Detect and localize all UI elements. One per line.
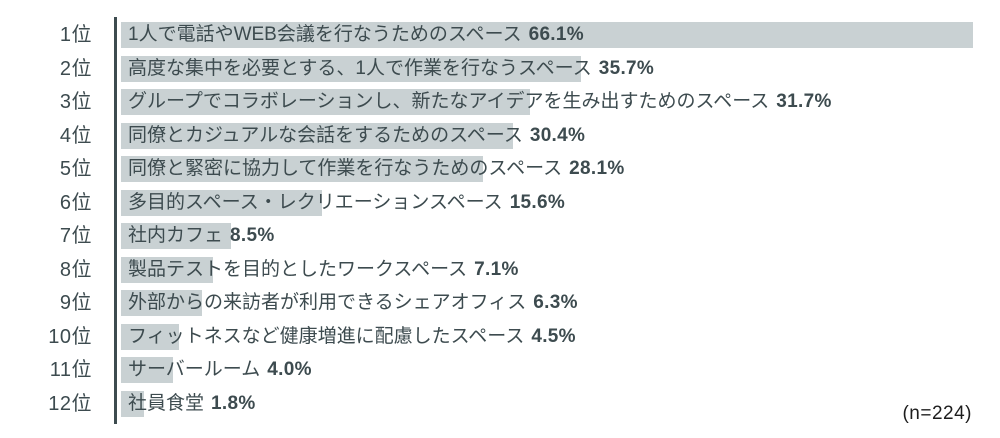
bar-label: 多目的スペース・レクリエーションスペース 15.6% [121,190,987,216]
bar-label: 外部からの来訪者が利用できるシェアオフィス 6.3% [121,290,987,316]
bar-label: 高度な集中を必要とする、1人で作業を行なうスペース 35.7% [121,56,987,82]
value-label: 6.3% [533,292,578,313]
bar-area: グループでコラボレーションし、新たなアイデアを生み出すためのスペース 31.7% [121,89,987,115]
chart-row: 8位 製品テストを目的としたワークスペース 7.1% [0,256,1000,283]
bar-label: 社員食堂 1.8% [121,391,987,417]
rank-label: 6位 [59,191,92,214]
bar-area: 同僚とカジュアルな会話をするためのスペース 30.4% [121,122,987,149]
bar [121,122,513,149]
category-label: 製品テストを目的としたワークスペース [128,258,468,280]
value-label: 28.1% [569,158,625,179]
chart-row: 4位 同僚とカジュアルな会話をするためのスペース 30.4% [0,122,1000,149]
chart-row: 7位 社内カフェ 8.5% [0,223,1000,249]
value-label: 1.8% [211,392,256,414]
category-label: フィットネスなど健康増進に配慮したスペース [128,325,525,347]
bar-area: 製品テストを目的としたワークスペース 7.1% [121,256,987,283]
bar [121,223,231,249]
chart-row: 12位 社員食堂 1.8% [0,390,1000,417]
value-label: 8.5% [230,225,275,246]
bar-label: サーバールーム 4.0% [121,357,987,383]
chart-row: 11位 サーバールーム 4.0% [0,357,1000,383]
rank-label: 8位 [59,258,92,281]
bar-area: サーバールーム 4.0% [121,357,987,383]
rank-label: 4位 [59,124,92,147]
bar [121,156,483,182]
bar [121,357,173,383]
chart-row: 10位 フィットネスなど健康増進に配慮したスペース 4.5% [0,323,1000,350]
bar [121,323,179,350]
bar-area: 高度な集中を必要とする、1人で作業を行なうスペース 35.7% [121,55,987,82]
y-axis-line [114,17,117,424]
bar [121,22,973,48]
category-label: 同僚と緊密に協力して作業を行なうためのスペース [128,158,563,179]
bar-label: グループでコラボレーションし、新たなアイデアを生み出すためのスペース 31.7% [121,89,987,115]
bar-area: 同僚と緊密に協力して作業を行なうためのスペース 28.1% [121,156,987,182]
chart-rows: 1位 1人で電話やWEB会議を行なうためのスペース 66.1% 2位 高度な集中を必要と… [0,22,1000,424]
rank-label: 12位 [48,392,92,415]
value-label: 15.6% [509,191,566,213]
rank-label: 5位 [59,158,92,180]
rank-label: 1位 [59,24,92,46]
bar [121,290,202,316]
rank-label: 3位 [59,91,92,113]
value-label: 35.7% [598,57,655,79]
sample-size-note: (n=224) [902,403,972,424]
bar [121,55,581,82]
category-label: 同僚とカジュアルな会話をするためのスペース [128,124,523,146]
value-label: 66.1% [528,24,584,45]
bar-label: 同僚と緊密に協力して作業を行なうためのスペース 28.1% [121,156,987,182]
bar-area: 社内カフェ 8.5% [121,223,987,249]
bar-label: フィットネスなど健康増進に配慮したスペース 4.5% [121,324,987,350]
category-label: 高度な集中を必要とする、1人で作業を行なうスペース [128,57,592,79]
chart-row: 3位 グループでコラボレーションし、新たなアイデアを生み出すためのスペース 31.7… [0,89,1000,115]
value-label: 7.1% [474,258,519,280]
value-label: 31.7% [776,91,832,112]
value-label: 4.0% [267,359,312,380]
bar-area: 社員食堂 1.8% [121,390,987,417]
chart-row: 1位 1人で電話やWEB会議を行なうためのスペース 66.1% [0,22,1000,48]
bar-area: フィットネスなど健康増進に配慮したスペース 4.5% [121,323,987,350]
bar-label: 1人で電話やWEB会議を行なうためのスペース 66.1% [121,22,987,48]
category-label: 社員食堂 [128,392,205,414]
bar [121,189,322,216]
category-label: 多目的スペース・レクリエーションスペース [128,191,503,213]
chart-row: 5位 同僚と緊密に協力して作業を行なうためのスペース 28.1% [0,156,1000,182]
bar-area: 1人で電話やWEB会議を行なうためのスペース 66.1% [121,22,987,48]
bar [121,89,530,115]
bar-label: 社内カフェ 8.5% [121,223,987,249]
bar-label: 同僚とカジュアルな会話をするためのスペース 30.4% [121,123,987,149]
chart-row: 9位 外部からの来訪者が利用できるシェアオフィス 6.3% [0,290,1000,316]
bar [121,256,213,283]
bar-area: 多目的スペース・レクリエーションスペース 15.6% [121,189,987,216]
rank-label: 9位 [59,292,92,314]
rank-label: 10位 [48,325,92,348]
category-label: グループでコラボレーションし、新たなアイデアを生み出すためのスペース [128,91,770,112]
category-label: 外部からの来訪者が利用できるシェアオフィス [128,292,527,313]
chart-row: 2位 高度な集中を必要とする、1人で作業を行なうスペース 35.7% [0,55,1000,82]
rank-label: 7位 [59,225,92,247]
rank-label: 2位 [59,57,92,80]
bar-label: 製品テストを目的としたワークスペース 7.1% [121,257,987,283]
bar-area: 外部からの来訪者が利用できるシェアオフィス 6.3% [121,290,987,316]
rank-label: 11位 [49,359,92,381]
bar [121,390,144,417]
category-label: 1人で電話やWEB会議を行なうためのスペース [128,24,522,45]
chart-row: 6位 多目的スペース・レクリエーションスペース 15.6% [0,189,1000,216]
value-label: 4.5% [531,325,576,347]
category-label: サーバールーム [128,359,261,380]
value-label: 30.4% [529,124,586,146]
category-label: 社内カフェ [128,225,224,246]
